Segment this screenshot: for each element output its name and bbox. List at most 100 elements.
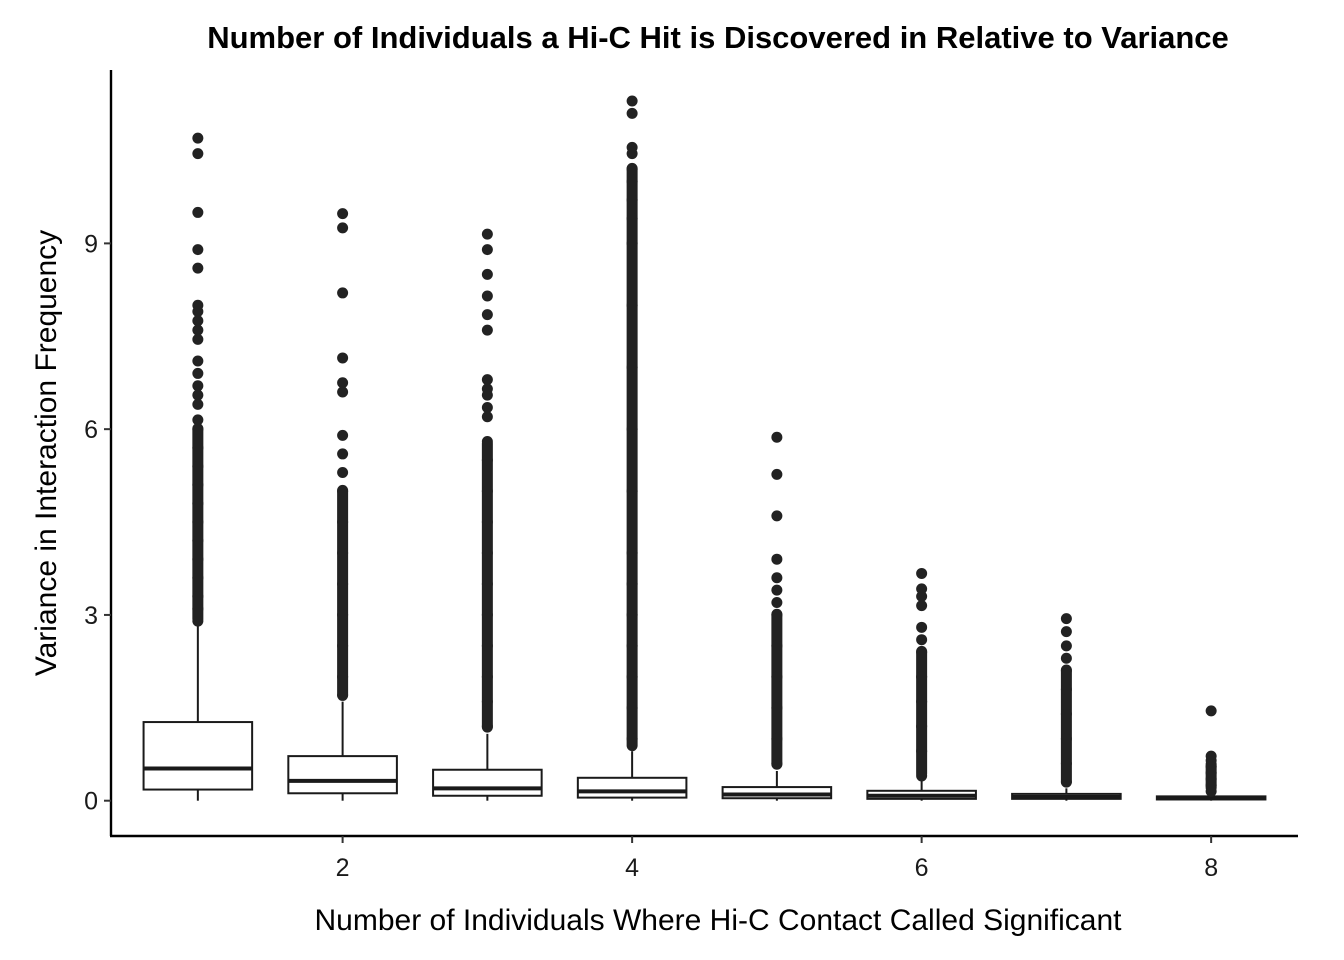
outlier-point [192, 333, 204, 345]
outlier-point [626, 237, 638, 249]
outlier-point [337, 429, 349, 441]
outlier-point [192, 367, 204, 379]
chart-title: Number of Individuals a Hi-C Hit is Disc… [207, 20, 1229, 55]
outlier-point [192, 324, 204, 336]
outlier-point [192, 615, 204, 627]
outlier-point [1060, 758, 1072, 770]
outlier-cluster [626, 162, 638, 752]
outlier-point [337, 222, 349, 234]
outlier-point [192, 414, 204, 426]
outlier-point [481, 411, 493, 423]
outlier-point [192, 516, 204, 528]
outlier-point [337, 689, 349, 701]
outlier-point [192, 442, 204, 454]
x-axis-title: Number of Individuals Where Hi-C Contact… [314, 904, 1122, 937]
outlier-point [1060, 652, 1072, 664]
outlier-point [192, 132, 204, 144]
outlier-point [626, 578, 638, 590]
outlier-point [337, 352, 349, 364]
outlier-cluster [916, 645, 928, 780]
box-group-4 [576, 95, 688, 801]
outlier-point [626, 485, 638, 497]
outlier-point [1060, 640, 1072, 652]
outlier-point [192, 299, 204, 311]
outlier-point [337, 609, 349, 621]
x-tick-label: 6 [915, 854, 929, 882]
box [287, 755, 398, 795]
outlier-point [192, 244, 204, 256]
outlier-point [337, 377, 349, 389]
outlier-point [192, 553, 204, 565]
outlier-point [916, 646, 928, 658]
outlier-point [1060, 733, 1072, 745]
outlier-point [771, 640, 783, 652]
outlier-point [1205, 750, 1217, 762]
outlier-point [481, 578, 493, 590]
outlier-point [337, 287, 349, 299]
outlier-point [481, 454, 493, 466]
outlier-point [337, 578, 349, 590]
outlier-point [916, 583, 928, 595]
outlier-point [626, 640, 638, 652]
outlier-point [771, 702, 783, 714]
outlier-point [481, 640, 493, 652]
outlier-point [626, 213, 638, 225]
outlier-point [192, 380, 204, 392]
outlier-point [626, 299, 638, 311]
outlier-point [626, 163, 638, 175]
outlier-point [771, 584, 783, 596]
outlier-point [481, 324, 493, 336]
outlier-point [481, 309, 493, 321]
outlier-point [771, 510, 783, 522]
outlier-point [1205, 705, 1217, 717]
outlier-point [916, 671, 928, 683]
x-tick-label: 8 [1204, 854, 1218, 882]
outlier-point [481, 671, 493, 683]
box-group-1 [142, 132, 254, 801]
outlier-point [626, 175, 638, 187]
x-tick-label: 2 [336, 854, 350, 882]
outlier-point [192, 398, 204, 410]
axis-ticks: 0 3 6 9 2 4 6 8 [84, 230, 1218, 882]
outlier-point [771, 733, 783, 745]
outlier-point [481, 485, 493, 497]
outlier-point [771, 671, 783, 683]
outlier-point [626, 141, 638, 153]
outlier-point [1060, 708, 1072, 720]
outlier-point [337, 386, 349, 398]
outlier-point [192, 355, 204, 367]
outlier-point [481, 547, 493, 559]
outlier-point [916, 634, 928, 646]
outlier-point [626, 547, 638, 559]
outlier-point [916, 696, 928, 708]
outlier-point [337, 485, 349, 497]
outlier-point [916, 745, 928, 757]
outlier-point [192, 315, 204, 327]
outlier-point [771, 431, 783, 443]
outlier-point [192, 148, 204, 160]
outlier-point [481, 609, 493, 621]
outlier-point [337, 208, 349, 220]
outlier-point [337, 547, 349, 559]
outlier-point [771, 572, 783, 584]
y-tick-label: 6 [84, 416, 98, 444]
outlier-point [626, 733, 638, 745]
outlier-point [192, 262, 204, 274]
outlier-point [192, 460, 204, 472]
box-group-7 [1011, 613, 1122, 801]
outlier-point [626, 194, 638, 206]
outlier-point [626, 702, 638, 714]
outlier-point [1060, 626, 1072, 638]
outlier-cluster [1060, 664, 1072, 788]
y-axis-title: Variance in Interaction Frequency [30, 230, 63, 676]
outlier-point [1060, 613, 1072, 625]
outlier-point [481, 244, 493, 256]
outlier-point [192, 535, 204, 547]
outlier-point [771, 609, 783, 621]
outlier-point [916, 720, 928, 732]
outlier-point [192, 497, 204, 509]
outlier-point [192, 206, 204, 218]
outlier-point [481, 383, 493, 395]
outlier-point [192, 572, 204, 584]
